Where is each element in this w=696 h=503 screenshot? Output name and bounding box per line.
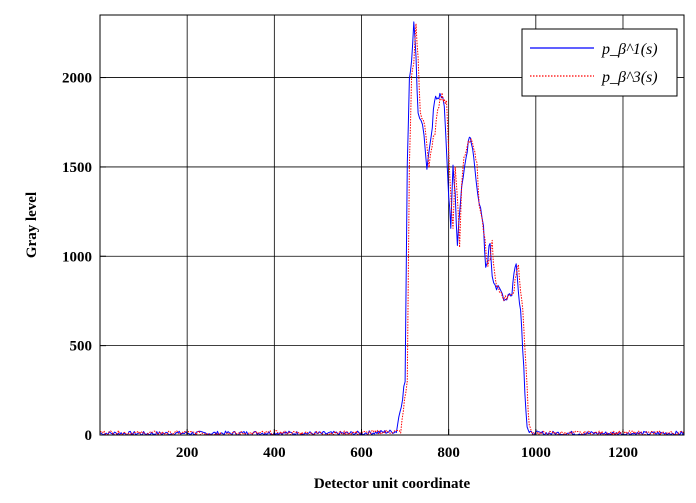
y-axis-title: Gray level	[24, 192, 40, 258]
legend-label-series-1: p_β^1(s)	[601, 41, 658, 58]
legend-label-series-2: p_β^3(s)	[601, 69, 658, 86]
y-axis-ticks: 0 500 1000 1500 2000	[62, 71, 106, 444]
series-group	[99, 21, 685, 436]
legend: p_β^1(s) p_β^3(s)	[521, 28, 678, 97]
x-tick-label: 800	[437, 445, 460, 461]
y-tick-label: 1000	[62, 249, 92, 265]
y-tick-label: 0	[85, 428, 93, 444]
x-tick-label: 1000	[521, 445, 551, 461]
y-tick-label: 1500	[62, 160, 92, 176]
y-tick-label: 2000	[62, 71, 92, 87]
x-tick-label: 400	[263, 445, 286, 461]
x-axis-ticks: 200 400 600 800 1000 1200	[176, 429, 638, 461]
legend-box	[521, 28, 678, 97]
plot-frame	[99, 14, 685, 436]
x-tick-label: 200	[176, 445, 199, 461]
x-tick-label: 600	[350, 445, 373, 461]
x-tick-label: 1200	[608, 445, 638, 461]
series-line-2	[99, 23, 685, 436]
y-tick-label: 500	[70, 339, 93, 355]
x-axis-title: Detector unit coordinate	[314, 476, 471, 492]
